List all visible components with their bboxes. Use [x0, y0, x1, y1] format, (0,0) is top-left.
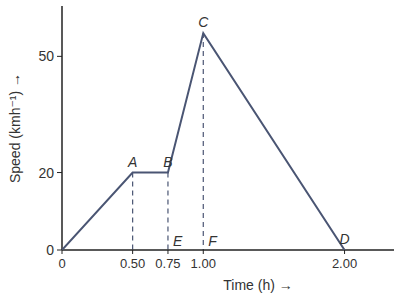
x-tick-label: 0.50	[120, 256, 145, 271]
x-tick-label: 0	[58, 256, 65, 271]
x-tick	[167, 250, 168, 254]
point-label: C	[198, 14, 209, 30]
x-axis-label: Time (h) →	[223, 277, 292, 293]
y-axis-label: Speed (kmh⁻¹) →	[7, 73, 23, 183]
x-tick	[132, 250, 133, 254]
point-label: A	[127, 154, 137, 170]
y-tick-label: 50	[38, 48, 54, 64]
y-tick-label: 0	[46, 242, 54, 258]
drop-line	[132, 173, 133, 250]
plot-area	[62, 33, 345, 250]
drop-line	[167, 173, 168, 250]
x-tick-label: 2.00	[332, 256, 357, 271]
x-tick	[203, 250, 204, 254]
chart: 0 20 50 0 0.50 0.75 1.00 2.00 Time (h) → Speed (k…	[0, 0, 406, 300]
y-tick-label: 20	[38, 165, 54, 181]
point-label: B	[163, 154, 172, 170]
point-label: F	[208, 233, 218, 249]
speed-line	[62, 33, 345, 250]
y-tick	[57, 56, 62, 57]
y-tick	[57, 172, 62, 173]
x-tick	[344, 250, 345, 254]
x-tick	[62, 250, 63, 254]
y-tick	[57, 250, 62, 251]
y-axis	[61, 6, 63, 250]
drop-line	[203, 33, 204, 250]
point-label: D	[339, 231, 349, 247]
point-label: E	[173, 233, 183, 249]
x-tick-label: 1.00	[191, 256, 216, 271]
x-tick-label: 0.75	[155, 256, 180, 271]
